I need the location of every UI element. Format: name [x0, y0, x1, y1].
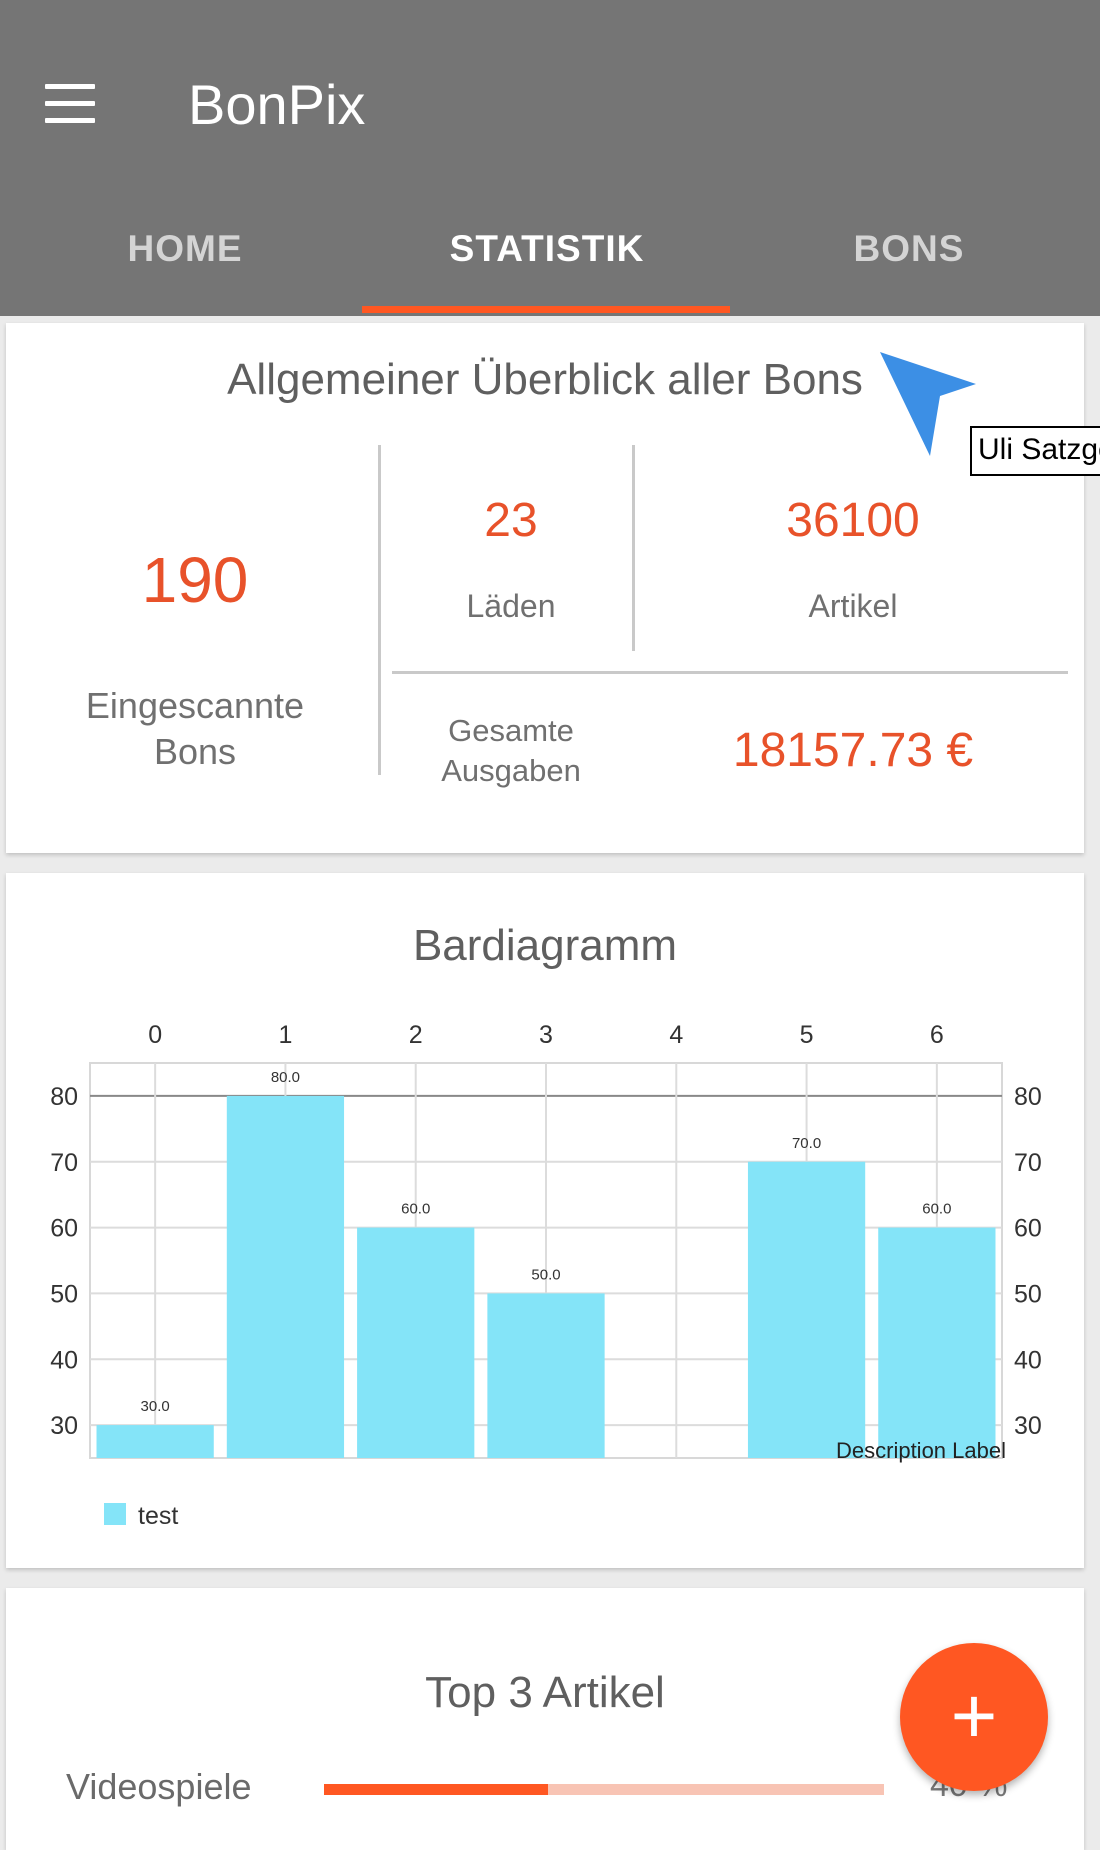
x-tick-label: 0 — [148, 1021, 162, 1049]
bar — [747, 1161, 866, 1458]
bar-chart: 30 30 40 40 50 50 60 60 70 70 80 80 0 1 2 3 4 5 6 30.0 80.0 6… — [50, 1021, 1042, 1530]
spend-value: 18157.73 € — [732, 724, 974, 777]
scanned-value: 190 — [141, 544, 249, 616]
x-tick-label: 1 — [278, 1021, 292, 1049]
tab-indicator — [362, 306, 730, 313]
top3-title: Top 3 Artikel — [425, 1668, 665, 1717]
top3-progress — [324, 1784, 884, 1795]
divider-vertical — [378, 445, 381, 775]
overview-title: Allgemeiner Überblick aller Bons — [227, 355, 863, 404]
y-tick-label-right: 60 — [1014, 1215, 1042, 1243]
bar — [487, 1293, 605, 1458]
bar — [878, 1227, 996, 1458]
menu-icon[interactable] — [45, 84, 95, 124]
tooltip: Uli Satzger — [970, 426, 1100, 476]
y-tick-label-right: 40 — [1014, 1346, 1042, 1374]
bar-value-label: 50.0 — [531, 1266, 560, 1283]
bar-chart-card: Bardiagramm 30 30 40 40 50 50 60 60 70 70 80 80 0 1 2 3… — [6, 873, 1084, 1568]
bar — [96, 1425, 214, 1458]
overview-card: Allgemeiner Überblick aller Bons 190 Ein… — [6, 323, 1084, 853]
bar-chart-title: Bardiagramm — [412, 921, 678, 970]
y-tick-label-right: 30 — [1014, 1412, 1042, 1440]
top3-item-name: Videospiele — [66, 1766, 252, 1807]
x-tick-label: 3 — [539, 1021, 553, 1049]
articles-value: 36100 — [786, 494, 920, 547]
y-tick-label-right: 50 — [1014, 1280, 1042, 1308]
y-tick-label-left: 80 — [50, 1083, 78, 1111]
x-tick-label: 5 — [800, 1021, 814, 1049]
bar-value-label: 30.0 — [141, 1398, 170, 1415]
bar — [226, 1095, 345, 1458]
legend-swatch — [104, 1503, 126, 1525]
x-tick-label: 4 — [669, 1021, 683, 1049]
y-tick-label-left: 30 — [50, 1412, 78, 1440]
x-tick-label: 2 — [409, 1021, 423, 1049]
spend-label: Gesamte Ausgaben — [441, 713, 581, 788]
tab-statistik[interactable]: STATISTIK — [449, 228, 645, 269]
divider-horizontal — [392, 671, 1068, 674]
y-tick-label-left: 60 — [50, 1215, 78, 1243]
shops-label: Läden — [466, 588, 556, 624]
shops-value: 23 — [484, 494, 538, 547]
y-tick-label-left: 40 — [50, 1346, 78, 1374]
articles-label: Artikel — [808, 588, 898, 624]
y-tick-label-left: 50 — [50, 1280, 78, 1308]
scanned-label: Eingescannte Bons — [85, 685, 305, 772]
app-bar: BonPix HOME STATISTIK BONS — [0, 0, 1100, 316]
x-tick-label: 6 — [930, 1021, 944, 1049]
plus-icon: + — [950, 1671, 998, 1760]
chart-description-label: Description Label — [836, 1438, 1006, 1463]
tab-bons[interactable]: BONS — [853, 228, 965, 269]
y-tick-label-right: 70 — [1014, 1149, 1042, 1177]
top3-progress-fill — [324, 1784, 548, 1795]
bar-value-label: 60.0 — [922, 1201, 951, 1218]
tab-home[interactable]: HOME — [127, 228, 243, 269]
y-tick-label-left: 70 — [50, 1149, 78, 1177]
legend-label: test — [138, 1502, 178, 1530]
mouse-cursor-icon — [880, 352, 976, 456]
divider-vertical — [632, 445, 635, 651]
y-tick-label-right: 80 — [1014, 1083, 1042, 1111]
app-title: BonPix — [188, 73, 366, 136]
bar-value-label: 60.0 — [401, 1201, 430, 1218]
bar-value-label: 70.0 — [792, 1135, 821, 1152]
bar-value-label: 80.0 — [271, 1069, 300, 1086]
bar — [357, 1227, 475, 1458]
add-button[interactable]: + — [900, 1643, 1048, 1791]
